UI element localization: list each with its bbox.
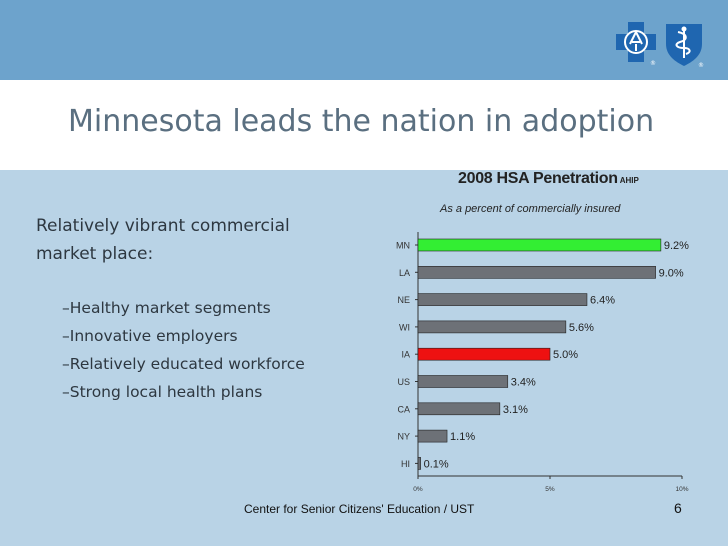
category-label: IA [401, 350, 410, 360]
category-label: US [397, 377, 410, 387]
chart-title: 2008 HSA Penetration [458, 170, 618, 187]
value-label: 5.6% [569, 322, 594, 334]
x-tick-label: 5% [545, 486, 555, 493]
bar-mn [417, 238, 662, 252]
value-label: 1.1% [450, 431, 475, 443]
bar-ca [417, 402, 501, 416]
bullet-item: –Innovative employers [62, 327, 238, 345]
bar-ny [417, 429, 448, 443]
value-label: 5.0% [553, 349, 578, 361]
bar-ne [417, 293, 588, 306]
blue-shield-icon: ® [666, 24, 704, 68]
title-band [0, 80, 728, 170]
header-band [0, 0, 728, 80]
x-tick-label: 0% [413, 486, 423, 493]
svg-text:®: ® [698, 62, 704, 68]
slide-title: Minnesota leads the nation in adoption [68, 104, 655, 139]
value-label: 9.0% [659, 267, 684, 279]
category-label: MN [396, 241, 410, 251]
bar-wi [417, 320, 567, 334]
bullet-item: –Strong local health plans [62, 383, 263, 401]
value-label: 6.4% [590, 295, 615, 307]
page-number: 6 [674, 500, 682, 516]
chart-subtitle: As a percent of commercially insured [440, 203, 621, 215]
footer-text: Center for Senior Citizens' Education / … [244, 502, 475, 516]
bullet-item: –Relatively educated workforce [62, 355, 305, 373]
x-tick-label: 10% [675, 486, 688, 493]
bar-hi [417, 457, 421, 470]
lead-text: Relatively vibrant commercial market pla… [36, 216, 290, 264]
bullet-list: –Healthy market segments –Innovative emp… [62, 294, 305, 406]
category-label: LA [399, 268, 410, 278]
blue-cross-icon: ® [616, 22, 656, 67]
bar-us [417, 375, 509, 388]
value-label: 0.1% [424, 458, 449, 470]
value-label: 9.2% [664, 240, 689, 252]
category-label: HI [401, 459, 410, 469]
category-label: WI [399, 322, 410, 332]
value-label: 3.1% [503, 404, 528, 416]
bullet-item: –Healthy market segments [62, 299, 271, 317]
chart-title-row: 2008 HSA Penetration AHIP [458, 170, 639, 188]
value-label: 3.4% [511, 377, 536, 389]
category-label: CA [397, 404, 410, 414]
category-label: NY [397, 432, 410, 442]
bar-ia [417, 347, 551, 361]
bar-la [417, 265, 656, 279]
svg-text:®: ® [650, 60, 656, 67]
chart-source: AHIP [619, 176, 639, 185]
category-label: NE [397, 295, 410, 305]
